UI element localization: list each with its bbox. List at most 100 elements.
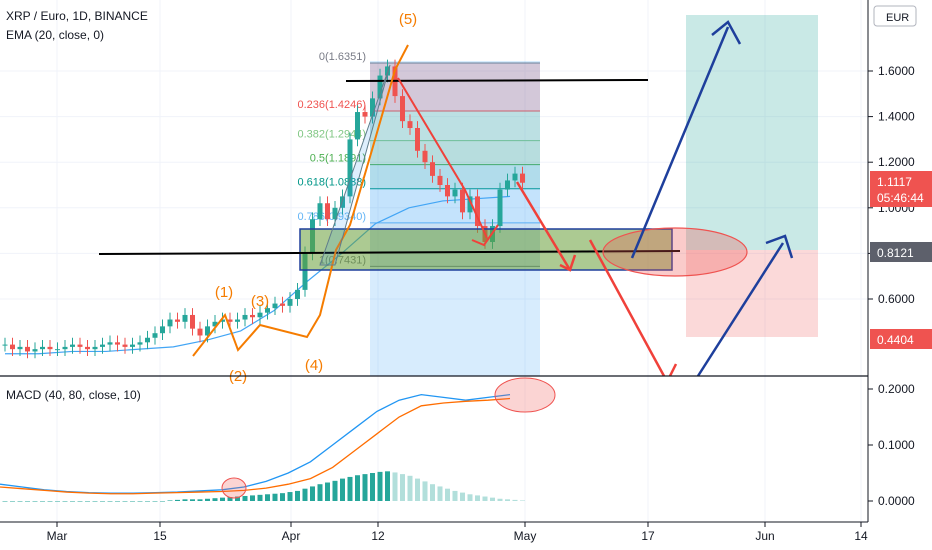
candle-body: [77, 344, 83, 347]
macd-hist-bar: [355, 475, 360, 501]
current-price-label: 1.1117: [877, 175, 912, 189]
time-tick-label: May: [514, 529, 537, 543]
candle-body: [250, 314, 255, 318]
macd-axis[interactable]: 0.2000 0.1000 0.0000: [868, 382, 915, 508]
macd-hist-bar: [497, 498, 503, 501]
macd-hist-bar: [182, 499, 188, 501]
macd-hist-bar: [62, 501, 68, 502]
macd-legend[interactable]: MACD (40, 80, close, 10): [6, 388, 141, 402]
candle-body: [265, 308, 270, 313]
macd-hist-bar: [197, 499, 203, 501]
macd-hist-bar: [47, 501, 53, 502]
ema-legend[interactable]: EMA (20, close, 0): [6, 28, 105, 42]
macd-tick-label: 0.1000: [878, 438, 915, 452]
candle-body: [302, 253, 308, 290]
macd-hist-bar: [520, 500, 525, 501]
wave-label: (4): [305, 357, 323, 374]
candle-body: [227, 319, 233, 322]
candle-body: [437, 175, 443, 185]
price-tick-label: 1.4000: [878, 110, 915, 124]
currency-badge[interactable]: EUR: [873, 5, 917, 27]
macd-hist-bar: [107, 501, 113, 502]
candle-body: [197, 328, 203, 336]
red-downtrend-line: [397, 77, 488, 239]
candle-body: [295, 289, 300, 299]
red-arrow-1: [515, 181, 572, 271]
macd-hist-bar: [2, 501, 8, 502]
macd-hist-bar: [467, 494, 473, 501]
candle-body: [400, 96, 405, 122]
macd-tick-label: 0.0000: [878, 494, 915, 508]
macd-hist-bar: [325, 482, 330, 501]
candle-body: [122, 344, 128, 347]
macd-hist-bar: [340, 478, 345, 501]
macd-hist-bar: [122, 501, 128, 502]
candle-body: [317, 203, 323, 220]
macd-hist-bar: [445, 488, 450, 501]
drawings[interactable]: (1)(2)(3)(4)(5): [98, 11, 794, 385]
candle-body: [415, 128, 420, 151]
macd-hist-bar: [385, 471, 390, 501]
time-axis[interactable]: Mar 15 Apr 12 May 17 Jun 14: [47, 522, 868, 543]
macd-hist-bar: [512, 499, 518, 501]
candle-body: [160, 326, 165, 334]
candle-body: [17, 346, 23, 350]
candle-body: [287, 299, 293, 306]
level-0812-tag: 0.8121: [870, 242, 932, 262]
candle-body: [182, 314, 188, 322]
candle-body: [152, 333, 158, 338]
candle-body: [85, 346, 90, 350]
candle-body: [175, 319, 180, 322]
macd-hist-bar: [407, 475, 413, 501]
candle-body: [362, 112, 368, 117]
level-0812-label: 0.8121: [877, 246, 914, 260]
fib-zone: [370, 140, 540, 165]
macd-hist-bar: [347, 476, 353, 501]
position-boxes[interactable]: [370, 15, 818, 376]
candle-body: [445, 185, 450, 197]
trend-triangle: [319, 64, 391, 266]
currency-badge-label: EUR: [886, 12, 909, 24]
macd-hist-bar: [212, 498, 218, 501]
candle-body: [145, 337, 150, 343]
candle-body: [235, 319, 240, 322]
time-tick-label: 12: [371, 529, 385, 543]
macd-hist-bar: [137, 501, 143, 502]
candle-body: [10, 344, 15, 350]
macd-highlight-ellipse[interactable]: [494, 377, 556, 413]
macd-hist-bar: [32, 501, 38, 502]
macd-hist-bar: [250, 495, 255, 501]
macd-line: [0, 393, 511, 494]
macd-hist-bar: [317, 484, 323, 501]
macd-hist-bar: [295, 490, 300, 501]
wave-label: (1): [215, 284, 233, 301]
macd-cross-ellipse[interactable]: [221, 477, 247, 499]
signal-line: [0, 397, 511, 495]
macd-hist-bar: [310, 486, 315, 501]
candle-body: [272, 303, 278, 309]
candle-body: [2, 344, 8, 346]
fib-zone: [370, 110, 540, 141]
symbol-title[interactable]: XRP / Euro, 1D, BINANCE: [6, 9, 148, 23]
horizontal-top-line: [345, 79, 649, 82]
candle-body: [475, 196, 480, 227]
horizontal-support-line: [98, 250, 681, 255]
countdown-label: 05:46:44: [877, 191, 924, 205]
macd-histogram: [2, 471, 525, 502]
fib-zone: [370, 62, 540, 111]
macd-hist-bar: [100, 501, 105, 502]
candle-body: [520, 173, 525, 183]
macd-hist-bar: [227, 497, 233, 501]
macd-hist-bar: [152, 501, 158, 502]
candle-body: [115, 342, 120, 345]
candle-body: [332, 207, 338, 220]
candle-body: [460, 189, 465, 213]
price-tick-label: 1.6000: [878, 64, 915, 78]
macd-hist-bar: [92, 501, 98, 502]
blue-arrow-up-2: [696, 242, 785, 377]
candle-body: [70, 344, 75, 347]
macd-hist-bar: [332, 480, 338, 501]
macd-hist-bar: [415, 478, 420, 501]
red-correction-line: [471, 224, 499, 247]
